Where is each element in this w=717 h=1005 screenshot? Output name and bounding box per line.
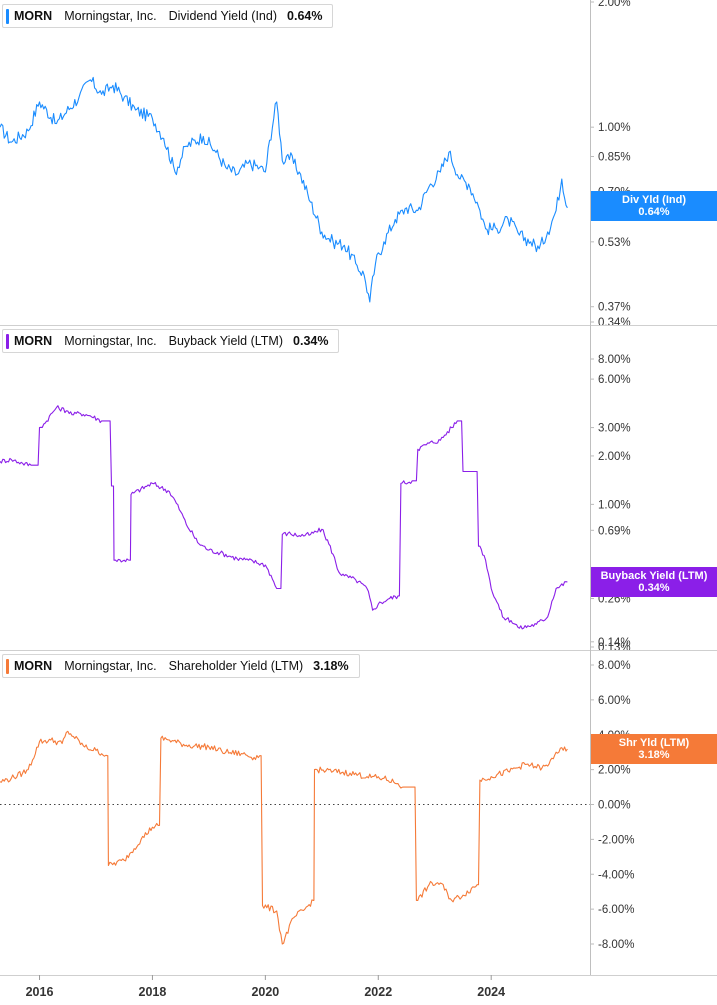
legend-dividend-yield: MORN Morningstar, Inc. Dividend Yield (I… xyxy=(2,4,334,28)
y-tick-label: 8.00% xyxy=(598,660,631,672)
legend-value: 0.64% xyxy=(287,9,323,23)
x-tick-label: 2016 xyxy=(26,985,54,999)
series-line-shareholder-yield-ltm xyxy=(0,730,568,945)
y-tick-label: -8.00% xyxy=(598,939,634,951)
y-tick-label: 6.00% xyxy=(598,695,631,707)
x-tick-label: 2018 xyxy=(139,985,167,999)
panels-layer: 2.00%1.00%0.85%0.70%0.53%0.37%0.34%8.00%… xyxy=(0,0,717,951)
series-line-buyback-yield-ltm xyxy=(0,405,568,630)
legend-metric: Dividend Yield (Ind) xyxy=(168,9,278,23)
y-tick-label: -2.00% xyxy=(598,834,634,846)
badge-value: 3.18% xyxy=(638,749,670,761)
y-tick-label: 8.00% xyxy=(598,354,631,366)
legend-company: Morningstar, Inc. xyxy=(64,659,157,673)
y-tick-label: 0.53% xyxy=(598,237,631,249)
legend-value: 0.34% xyxy=(293,334,329,348)
y-tick-label: 0.34% xyxy=(598,317,631,329)
y-tick-label: 2.00% xyxy=(598,451,631,463)
legend-ticker: MORN xyxy=(14,9,53,23)
y-tick-label: 0.85% xyxy=(598,152,631,164)
legend-shareholder-yield: MORN Morningstar, Inc. Shareholder Yield… xyxy=(2,654,360,678)
y-tick-label: -4.00% xyxy=(598,869,634,881)
badge-value: 0.34% xyxy=(638,582,670,594)
y-tick-label: 0.37% xyxy=(598,302,631,314)
legend-ticker: MORN xyxy=(14,659,53,673)
legend-swatch-shareholder xyxy=(6,659,9,674)
y-tick-label: 3.00% xyxy=(598,423,631,435)
y-tick-label: 0.00% xyxy=(598,800,631,812)
badge-shareholder-yield: Shr Yld (LTM) 3.18% xyxy=(591,734,717,764)
badge-label: Div Yld (Ind) xyxy=(622,194,686,206)
y-tick-label: -6.00% xyxy=(598,904,634,916)
legend-buyback-yield: MORN Morningstar, Inc. Buyback Yield (LT… xyxy=(2,329,340,353)
panel-2: 8.00%6.00%3.00%2.00%1.00%0.69%0.26%0.14%… xyxy=(0,325,717,654)
legend-swatch-dividend xyxy=(6,9,9,24)
badge-value: 0.64% xyxy=(638,206,670,218)
badge-dividend-yield: Div Yld (Ind) 0.64% xyxy=(591,191,717,221)
legend-metric: Buyback Yield (LTM) xyxy=(168,334,284,348)
x-tick-label: 2022 xyxy=(364,985,392,999)
y-tick-label: 2.00% xyxy=(598,0,631,9)
x-tick-label: 2024 xyxy=(477,985,505,999)
y-tick-label: 1.00% xyxy=(598,122,631,134)
y-tick-label: 1.00% xyxy=(598,499,631,511)
badge-buyback-yield: Buyback Yield (LTM) 0.34% xyxy=(591,567,717,597)
y-tick-label: 2.00% xyxy=(598,765,631,777)
badge-label: Shr Yld (LTM) xyxy=(618,737,690,749)
badge-label: Buyback Yield (LTM) xyxy=(600,570,708,582)
y-tick-label: 0.13% xyxy=(598,642,631,654)
legend-company: Morningstar, Inc. xyxy=(64,9,157,23)
y-tick-label: 6.00% xyxy=(598,374,631,386)
panel-1: 2.00%1.00%0.85%0.70%0.53%0.37%0.34% xyxy=(0,0,631,329)
legend-swatch-buyback xyxy=(6,334,9,349)
panel-3: 8.00%6.00%4.00%2.00%0.00%-2.00%-4.00%-6.… xyxy=(0,650,717,951)
x-tick-label: 2020 xyxy=(251,985,279,999)
y-tick-label: 0.14% xyxy=(598,637,631,649)
legend-value: 3.18% xyxy=(313,659,349,673)
legend-metric: Shareholder Yield (LTM) xyxy=(168,659,304,673)
series-line-dividend-yield-ind xyxy=(0,76,568,303)
y-tick-label: 0.69% xyxy=(598,525,631,537)
legend-company: Morningstar, Inc. xyxy=(64,334,157,348)
legend-ticker: MORN xyxy=(14,334,53,348)
